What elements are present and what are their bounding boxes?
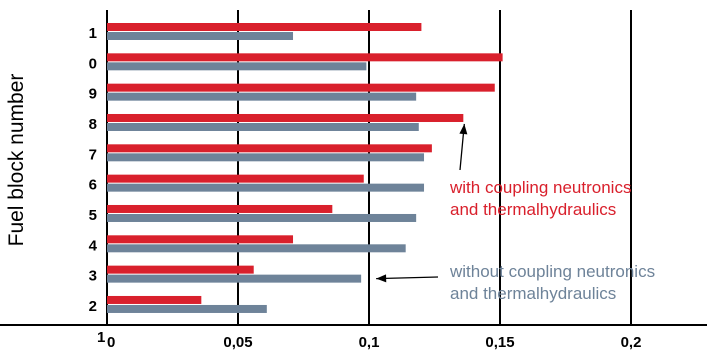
bar-series1-block-8-row3 [107,122,419,131]
bar-series0-block-3-row8 [107,265,254,274]
annotation-1-line-1: and thermalhydraulics [450,284,616,303]
bar-series1-block-4-row7 [107,244,406,253]
y-tick-label-row9: 2 [89,298,97,315]
x-tick-label-0: 0 [107,334,115,350]
annotation-0-arrow-head [459,123,468,135]
bar-series1-block-9-row2 [107,92,417,101]
bar-series0-block-8-row3 [107,113,464,122]
y-tick-label-row4: 7 [89,146,97,163]
y-tick-label-row2: 9 [89,86,97,103]
bar-series1-block-0-row1 [107,62,367,71]
bar-series0-block-2-row9 [107,295,202,304]
bar-series0-block-5-row6 [107,204,333,213]
bar-series0-block-6-row5 [107,174,364,183]
y-tick-label-row6: 5 [89,207,97,224]
y-tick-label-row8: 3 [89,268,97,285]
annotation-1-arrow-shaft [376,276,439,280]
bar-series1-block-2-row9 [107,304,267,313]
y-axis-label: Fuel block number [5,74,28,247]
y-tick-label-row3: 8 [89,116,97,133]
x-tick-label-3: 0,15 [485,334,514,350]
annotation-1-arrow-head [376,274,387,283]
annotation-0-line-0: with coupling neutronics [449,178,631,197]
bar-series1-block-5-row6 [107,213,417,222]
annotations: with coupling neutronics and thermalhydra… [376,123,655,303]
y-tick-label-row7: 4 [89,237,98,254]
bar-series1-block-6-row5 [107,183,425,192]
x-tick-label-2: 0,1 [359,334,380,350]
bars [107,23,503,313]
x-origin-extra-label: 1 [97,329,105,346]
x-tick-label-1: 0,05 [223,334,252,350]
x-tick-label-4: 0,2 [621,334,642,350]
bar-series0-block-7-row4 [107,144,432,153]
bar-series0-block-1-row0 [107,23,422,31]
bar-series1-block-7-row4 [107,153,425,162]
y-tick-label-row0: 1 [89,25,97,42]
bar-series0-block-9-row2 [107,83,495,92]
annotation-0-line-1: and thermalhydraulics [450,200,616,219]
bar-series1-block-3-row8 [107,274,362,283]
y-tick-label-row5: 6 [89,177,97,194]
x-tick-labels: 0 0,05 0,1 0,15 0,2 1 [97,329,641,350]
y-tick-label-row1: 0 [89,55,97,72]
bar-series1-block-1-row0 [107,32,294,40]
bar-series0-block-4-row7 [107,235,294,244]
bar-series0-block-0-row1 [107,53,503,62]
annotation-1-line-0: without coupling neutronics [449,262,655,281]
